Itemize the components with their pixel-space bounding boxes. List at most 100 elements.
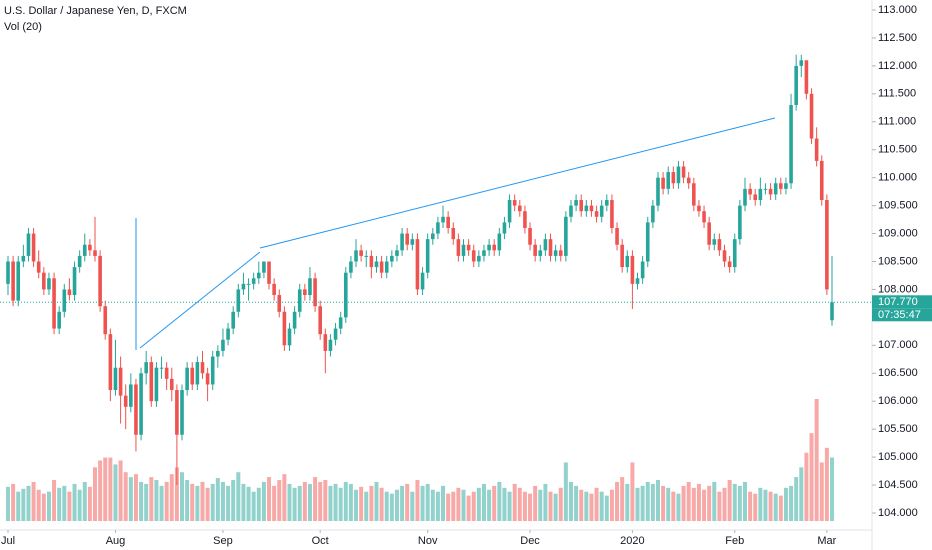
- volume-bar: [123, 472, 128, 521]
- trend-line-drawing: [139, 251, 261, 349]
- candle-body: [420, 272, 425, 290]
- volume-bar: [819, 462, 824, 521]
- volume-bar: [379, 487, 384, 521]
- candle-body: [26, 233, 31, 256]
- candle-body: [57, 311, 61, 329]
- volume-bar: [256, 487, 261, 521]
- candle-body: [436, 222, 440, 234]
- candle-body: [16, 261, 21, 301]
- volume-bar: [405, 483, 410, 521]
- candle-body: [318, 306, 322, 335]
- candle-body: [625, 255, 630, 268]
- volume-bar: [11, 483, 16, 521]
- volume-bar: [128, 477, 133, 521]
- countdown-box: [872, 308, 932, 322]
- candle-body: [154, 367, 159, 402]
- candle-body: [528, 227, 532, 245]
- candle-body: [149, 362, 154, 402]
- y-tick-label: 107.000: [878, 339, 918, 351]
- volume-bar: [799, 467, 804, 521]
- candle-body: [272, 283, 276, 296]
- candle-body: [441, 216, 445, 223]
- candle-body: [349, 261, 353, 273]
- candle-body: [512, 200, 517, 206]
- candle-body: [185, 367, 189, 391]
- volume-bar: [732, 483, 737, 521]
- y-tick-label: 108.500: [878, 255, 918, 267]
- candle-body: [67, 289, 72, 296]
- volume-bar: [292, 487, 297, 521]
- candle-body: [52, 278, 56, 329]
- candle-body: [471, 250, 476, 262]
- volume-bar: [21, 488, 26, 521]
- volume-bar: [169, 474, 174, 521]
- candle-body: [256, 272, 261, 279]
- candle-body: [727, 261, 732, 268]
- volume-bar: [814, 399, 819, 521]
- candle-body: [338, 317, 343, 329]
- volume-bar: [6, 486, 10, 521]
- candle-body: [251, 278, 256, 284]
- candle-body: [72, 267, 77, 296]
- volume-bar: [57, 487, 62, 521]
- y-tick-label: 108.000: [878, 283, 918, 295]
- candle-body: [768, 188, 773, 195]
- candle-body: [579, 200, 584, 212]
- last-price-box: [872, 295, 932, 309]
- y-tick-label: 104.500: [878, 479, 918, 491]
- volume-bar: [676, 493, 681, 521]
- volume-bar: [159, 485, 164, 521]
- candle-body: [507, 200, 512, 223]
- candle-body: [743, 188, 747, 206]
- candle-body: [482, 250, 486, 256]
- candle-body: [692, 183, 696, 206]
- volume-bar: [180, 472, 185, 521]
- candle-body: [671, 172, 676, 184]
- candle-body: [410, 239, 415, 245]
- volume-bar: [98, 460, 103, 521]
- volume-bar: [226, 485, 231, 521]
- volume-bar: [52, 480, 57, 521]
- candle-body: [502, 222, 507, 234]
- candle-body: [814, 138, 819, 161]
- volume-bar: [497, 481, 502, 521]
- volume-bar: [435, 491, 440, 521]
- volume-bar: [778, 495, 783, 521]
- candle-body: [451, 227, 456, 240]
- candle-body: [773, 183, 778, 195]
- candle-body: [297, 289, 302, 312]
- candle-body: [456, 239, 461, 256]
- candle-body: [538, 250, 543, 256]
- volume-bar: [190, 483, 195, 521]
- volume-bar: [522, 491, 527, 521]
- volume-bar: [446, 493, 451, 521]
- candle-body: [36, 261, 41, 273]
- candle-body: [169, 378, 174, 391]
- candle-body: [405, 233, 410, 245]
- volume-bar: [400, 485, 405, 521]
- candle-body: [666, 172, 671, 189]
- candle-body: [487, 244, 491, 251]
- y-tick-label: 111.500: [878, 88, 916, 100]
- volume-bar: [267, 477, 272, 521]
- volume-bar: [246, 486, 251, 521]
- candle-body: [62, 289, 67, 312]
- volume-bar: [722, 487, 727, 521]
- y-tick-label: 104.000: [878, 507, 918, 519]
- last-price-label: 107.770: [878, 296, 918, 308]
- candle-body: [702, 211, 706, 223]
- x-tick-label: Aug: [106, 535, 126, 547]
- volume-bar: [620, 477, 625, 521]
- candle-body: [134, 384, 138, 435]
- volume-bar: [794, 477, 799, 521]
- candle-body: [732, 239, 737, 268]
- y-tick-label: 112.500: [878, 32, 917, 44]
- candle-body: [809, 93, 814, 139]
- volume-bar: [451, 491, 456, 521]
- candle-body: [364, 255, 369, 257]
- candle-body: [461, 244, 466, 256]
- y-tick-label: 111.000: [878, 116, 916, 128]
- volume-bar: [783, 487, 788, 521]
- volume-bar: [415, 480, 420, 521]
